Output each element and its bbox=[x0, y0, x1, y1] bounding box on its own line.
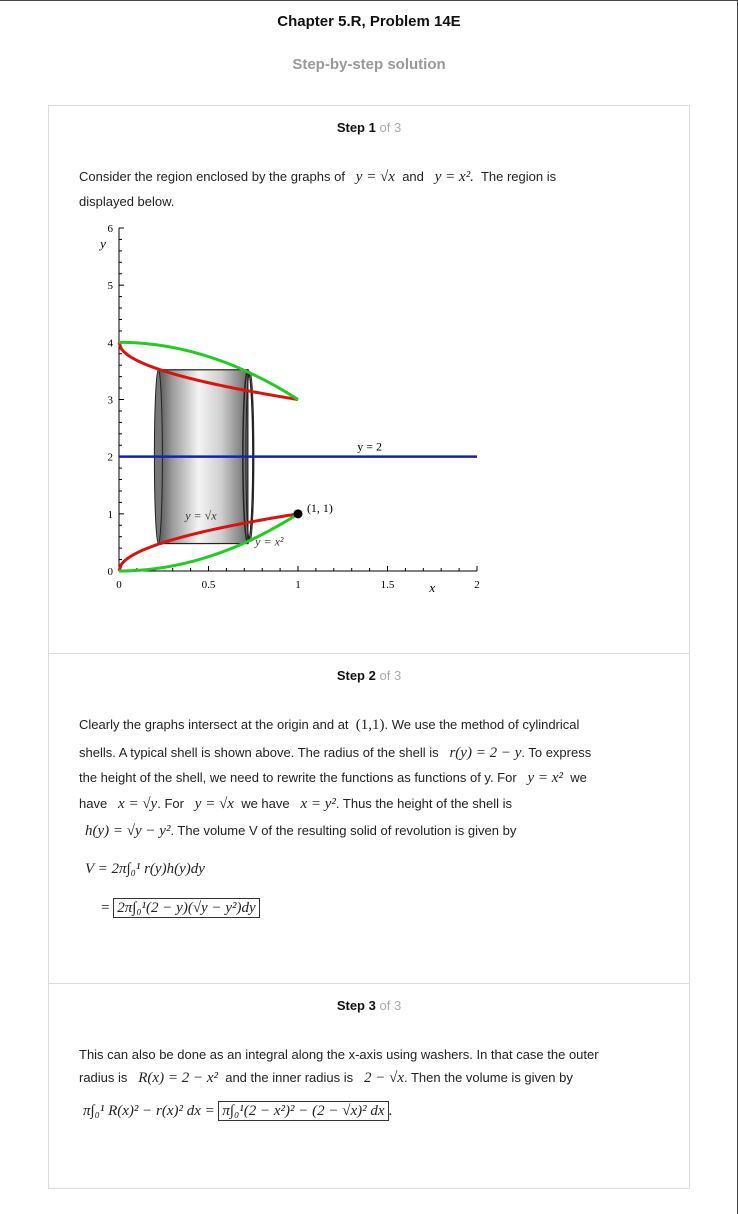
step-1-line-2: displayed below. bbox=[79, 194, 175, 209]
step-2-word: Step bbox=[336, 668, 365, 683]
y-tick-label: 1 bbox=[108, 509, 114, 521]
y-tick-label: 2 bbox=[108, 452, 114, 464]
math-volume-integral: V = 2π∫₀¹ r(y)h(y)dy bbox=[85, 861, 205, 877]
math-point: (1,1) bbox=[355, 717, 385, 733]
text: have bbox=[79, 796, 108, 811]
step-3-line-2: radius is R(x) = 2 − x² and the inner ra… bbox=[79, 1070, 573, 1087]
y-tick-label: 0 bbox=[108, 566, 114, 578]
curve-sqrt-x-reflected bbox=[117, 341, 299, 401]
text: we bbox=[570, 770, 587, 785]
step-3-of: of 3 bbox=[379, 998, 402, 1013]
divider bbox=[49, 653, 689, 654]
divider bbox=[49, 983, 689, 984]
step-2-line-1: Clearly the graphs intersect at the orig… bbox=[79, 717, 579, 734]
text: radius is bbox=[79, 1070, 128, 1085]
math-height: h(y) = √y − y² bbox=[85, 823, 171, 839]
step-1-of: of 3 bbox=[379, 120, 402, 135]
text: and bbox=[402, 169, 424, 184]
page-subtitle: Step-by-step solution bbox=[292, 56, 446, 73]
text: and the inner radius is bbox=[225, 1070, 354, 1085]
curve-x-squared bbox=[118, 512, 299, 573]
step-3-word: Step bbox=[336, 998, 365, 1013]
text: . We use the method of cylindrical bbox=[384, 717, 580, 732]
step-2-line-5: h(y) = √y − y². The volume V of the resu… bbox=[85, 823, 516, 840]
text: The region is bbox=[480, 169, 557, 184]
text: Consider the region enclosed by the grap… bbox=[79, 169, 345, 184]
step-3-equation: π∫₀¹ R(x)² − r(x)² dx = π∫₀¹(2 − x²)² − … bbox=[83, 1101, 393, 1121]
labels: y = 2 (1, 1) y = √x y = x² bbox=[184, 440, 382, 549]
math-sqrt-x: y = √x bbox=[355, 169, 395, 185]
step-2-line-2: shells. A typical shell is shown above. … bbox=[79, 745, 591, 762]
step-2-line-4: have x = √y. For y = √x we have x = y². … bbox=[79, 796, 512, 813]
page-title: Chapter 5.R, Problem 14E bbox=[277, 13, 461, 30]
step-1-word: Step bbox=[336, 120, 365, 135]
step-1-number: 1 bbox=[368, 120, 376, 135]
math-x-sqrt-y: x = √y bbox=[118, 796, 158, 812]
text: shells. A typical shell is shown above. … bbox=[79, 745, 439, 760]
step-2-header: Step 2 of 3 bbox=[49, 668, 689, 683]
label-y-equals-2: y = 2 bbox=[357, 440, 382, 454]
math-boxed-answer: 2π∫₀¹(2 − y)(√y − y²)dy bbox=[113, 898, 260, 918]
y-tick-label: 4 bbox=[108, 337, 114, 349]
axes: 0 0.5 1 1.5 2 0 1 2 3 4 5 6 x y bbox=[98, 223, 480, 595]
y-tick-label: 3 bbox=[108, 395, 114, 407]
step-2-equation-1: V = 2π∫₀¹ r(y)h(y)dy bbox=[85, 861, 205, 878]
text: . The volume V of the resulting solid of… bbox=[170, 823, 517, 838]
y-axis-label: y bbox=[98, 236, 106, 251]
text: we have bbox=[241, 796, 290, 811]
text: . Thus the height of the shell is bbox=[335, 796, 512, 811]
step-2-of: of 3 bbox=[379, 668, 402, 683]
step-1-line-1: Consider the region enclosed by the grap… bbox=[79, 169, 556, 186]
x-tick-label: 0.5 bbox=[202, 579, 216, 591]
x-tick-label: 2 bbox=[474, 579, 480, 591]
text: . Then the volume is given by bbox=[404, 1070, 573, 1085]
step-3-line-1: This can also be done as an integral alo… bbox=[79, 1047, 599, 1062]
x-tick-label: 0 bbox=[116, 579, 122, 591]
step-3-number: 3 bbox=[368, 998, 376, 1013]
label-x-squared: y = x² bbox=[254, 534, 284, 548]
math-inner-radius: 2 − √x bbox=[363, 1070, 404, 1086]
y-tick-label: 6 bbox=[108, 223, 114, 235]
x-tick-label: 1.5 bbox=[381, 579, 395, 591]
label-point: (1, 1) bbox=[307, 501, 333, 515]
text: . For bbox=[157, 796, 184, 811]
curve-x-squared-reflected bbox=[118, 340, 299, 401]
step-2-equation-2: = 2π∫₀¹(2 − y)(√y − y²)dy bbox=[101, 898, 260, 918]
math-y-squared: x = y² bbox=[300, 796, 336, 812]
text: Clearly the graphs intersect at the orig… bbox=[79, 717, 349, 732]
math-x-squared: y = x² bbox=[527, 770, 563, 786]
math-sqrt-x: y = √x bbox=[194, 796, 234, 812]
x-tick-label: 1 bbox=[295, 579, 301, 591]
step-2-line-3: the height of the shell, we need to rewr… bbox=[79, 770, 587, 787]
step-1-header: Step 1 of 3 bbox=[49, 120, 689, 135]
text: the height of the shell, we need to rewr… bbox=[79, 770, 517, 785]
curve-sqrt-x bbox=[117, 512, 299, 572]
x-axis-label: x bbox=[428, 580, 435, 595]
math-x-squared: y = x². bbox=[434, 169, 474, 185]
math-washer-integral: π∫₀¹ R(x)² − r(x)² dx = bbox=[83, 1103, 215, 1119]
step-2-number: 2 bbox=[368, 668, 376, 683]
intersection-point bbox=[293, 509, 303, 519]
text: . To express bbox=[521, 745, 592, 760]
step-3-header: Step 3 of 3 bbox=[49, 998, 689, 1013]
label-sqrt-x: y = √x bbox=[184, 509, 217, 523]
curves bbox=[117, 340, 477, 573]
math-boxed-answer: π∫₀¹(2 − x²)² − (2 − √x)² dx bbox=[218, 1101, 389, 1121]
math-radius: r(y) = 2 − y bbox=[449, 745, 522, 761]
page-border-top bbox=[0, 0, 738, 1]
math-outer-radius: R(x) = 2 − x² bbox=[138, 1070, 218, 1086]
solution-card: Step 1 of 3 Consider the region enclosed… bbox=[48, 105, 690, 1189]
y-tick-label: 5 bbox=[108, 280, 114, 292]
